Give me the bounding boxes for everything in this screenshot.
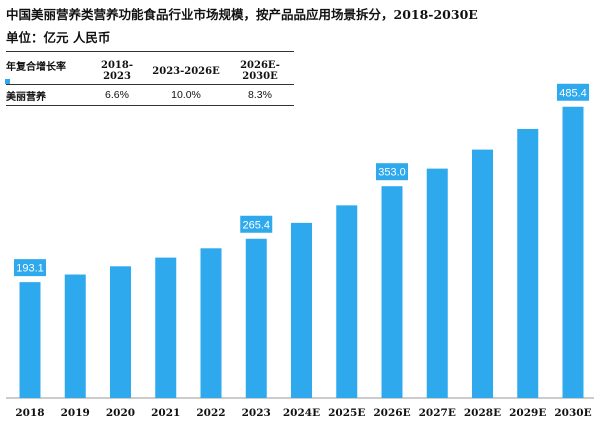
data-label-box [376,163,408,181]
x-tick-label: 2030E [554,407,591,419]
cagr-value-2: 10.0% [146,84,226,106]
x-tick-label: 2028E [464,407,501,419]
legend-swatch [5,79,10,84]
data-label: 265.4 [242,219,270,231]
bar-2018 [19,282,41,398]
cagr-value-1: 6.6% [88,84,146,106]
bar-2022 [200,248,222,398]
x-tick-label: 2025E [328,407,365,419]
x-tick-label: 2021 [151,407,180,419]
x-tick-label: 2024E [283,407,320,419]
data-label-box [14,259,46,277]
bar-2030E [562,106,584,398]
bar-2024E [291,222,312,398]
cagr-row-label: 美丽营养 [6,84,88,106]
data-label: 193.1 [16,263,44,275]
x-tick-label: 2018 [15,407,44,419]
bar-2021 [155,257,177,398]
data-label-box [557,83,589,101]
table-top-rule [6,51,294,52]
x-tick-label: 2026E [373,407,410,419]
bar-2020 [110,266,131,398]
x-tick-label: 2027E [419,407,456,419]
cagr-table-row: 美丽营养 6.6% 10.0% 8.3% [6,84,294,106]
cagr-value-3: 8.3% [226,84,294,106]
cagr-header-period-1: 2018-2023 [101,60,133,82]
cagr-header-period-3: 2026E-2030E [240,60,280,82]
cagr-table: 年复合增长率 2018-2023 2023-2026E 2026E-2030E … [5,58,294,106]
bar-2026E [381,186,403,398]
bar-2025E [336,205,358,398]
cagr-header-label: 年复合增长率 [5,58,88,85]
unit-label: 单位：亿元 人民币 [6,30,111,45]
bar-2023 [245,238,267,398]
bar-2019 [64,274,86,398]
data-label-box [240,215,273,233]
x-tick-label: 2023 [242,407,271,419]
chart-title: 中国美丽营养类营养功能食品行业市场规模，按产品品应用场景拆分，2018-2030… [6,7,478,22]
bar-2029E [517,128,539,398]
data-label: 485.4 [559,87,587,99]
x-tick-label: 2020 [106,407,135,419]
cagr-header-period-2: 2023-2026E [152,65,220,77]
bar-2028E [472,149,493,398]
cagr-table-header-row: 年复合增长率 2018-2023 2023-2026E 2026E-2030E [5,58,294,85]
x-tick-label: 2022 [196,407,225,419]
cagr-header-label-text: 年复合增长率 [6,62,66,73]
bar-2027E [426,168,448,398]
data-label: 353.0 [378,167,406,179]
x-tick-label: 2019 [61,407,90,419]
x-tick-label: 2029E [509,407,546,419]
